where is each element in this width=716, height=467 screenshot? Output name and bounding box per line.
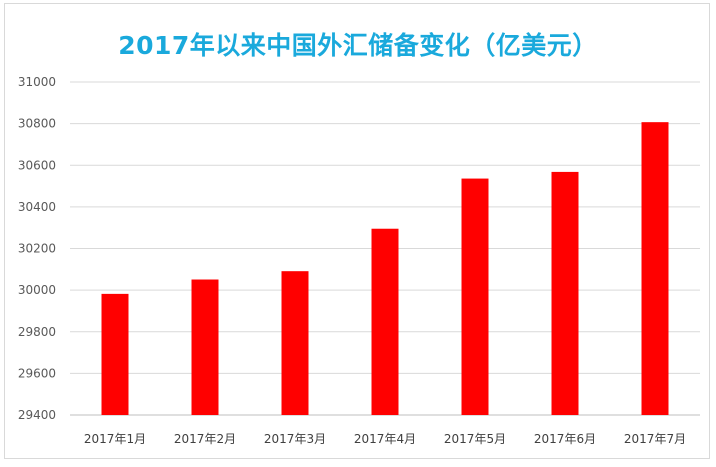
x-axis-labels: 2017年1月 2017年2月 2017年3月 2017年4月 2017年5月 2017年… xyxy=(84,432,686,446)
y-tick-label: 30800 xyxy=(18,117,56,131)
x-tick-label: 2017年4月 xyxy=(354,432,416,446)
y-tick-label: 29600 xyxy=(18,366,56,380)
bar xyxy=(281,271,309,415)
bar xyxy=(641,122,669,415)
bar xyxy=(371,228,399,415)
x-tick-label: 2017年2月 xyxy=(174,432,236,446)
y-tick-label: 30200 xyxy=(18,242,56,256)
x-tick-label: 2017年3月 xyxy=(264,432,326,446)
bar xyxy=(461,178,489,415)
chart-title: 2017年以来中国外汇储备变化（亿美元） xyxy=(118,31,598,60)
y-tick-label: 31000 xyxy=(18,75,56,89)
bar xyxy=(101,293,129,415)
y-tick-label: 29800 xyxy=(18,325,56,339)
x-tick-label: 2017年7月 xyxy=(624,432,686,446)
y-axis-ticks: 29400 29600 29800 30000 30200 30400 30600 30800… xyxy=(18,75,56,422)
y-tick-label: 30600 xyxy=(18,158,56,172)
y-tick-label: 30000 xyxy=(18,283,56,297)
y-tick-label: 29400 xyxy=(18,408,56,422)
x-tick-label: 2017年6月 xyxy=(534,432,596,446)
x-tick-label: 2017年5月 xyxy=(444,432,506,446)
bar xyxy=(551,171,579,415)
y-tick-label: 30400 xyxy=(18,200,56,214)
bars xyxy=(101,122,669,415)
x-tick-label: 2017年1月 xyxy=(84,432,146,446)
bar xyxy=(191,279,219,415)
